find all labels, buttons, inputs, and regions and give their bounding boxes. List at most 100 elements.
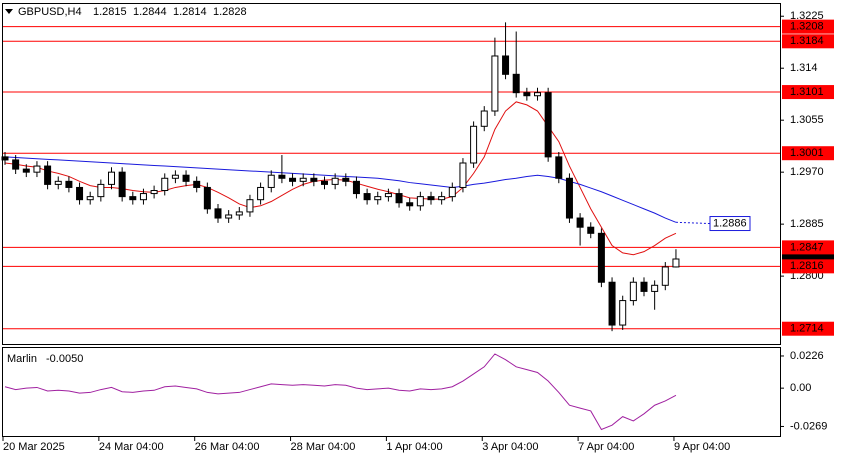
- candle-body: [54, 180, 62, 185]
- candle-body: [363, 193, 371, 201]
- y-tick-label: 1.2970: [790, 166, 824, 178]
- candle-body: [448, 186, 456, 198]
- candle-body: [118, 171, 126, 198]
- x-tick-label: 26 Mar 04:00: [195, 441, 260, 453]
- candle-body: [587, 226, 595, 234]
- candle-body: [512, 73, 520, 94]
- y-tick-label: 0.00: [790, 382, 811, 394]
- candle-body: [384, 193, 392, 198]
- level-tag: [782, 19, 834, 34]
- level-tag-label: 1.3208: [790, 21, 824, 33]
- symbol-label: GBPUSD,H4: [18, 6, 82, 18]
- projection-line: [675, 221, 711, 225]
- candle-body: [44, 165, 52, 185]
- candle-body: [139, 193, 147, 201]
- x-tick-label: 28 Mar 04:00: [291, 441, 356, 453]
- candle-body: [33, 165, 41, 173]
- candle-body: [76, 186, 84, 201]
- level-tag: [782, 240, 834, 255]
- indicator-value: -0.0050: [46, 353, 83, 365]
- candle-body: [406, 202, 414, 207]
- candle-body: [22, 168, 30, 173]
- candle-body: [193, 180, 201, 188]
- level-tag: [782, 85, 834, 100]
- candle-body: [534, 92, 541, 97]
- ohlc-label: 1.2844: [133, 6, 167, 18]
- candle-body: [65, 180, 73, 188]
- x-tick-label: 3 Apr 04:00: [482, 441, 538, 453]
- candle-body: [129, 196, 137, 201]
- candle-body: [331, 177, 339, 185]
- candle-body: [352, 180, 360, 195]
- projection-label: 1.2886: [713, 217, 747, 229]
- candle-body: [672, 258, 680, 268]
- level-tag: [782, 34, 834, 49]
- candle-body: [470, 125, 478, 164]
- candle-body: [565, 177, 573, 219]
- candle-body: [161, 177, 169, 192]
- candle-body: [246, 199, 254, 213]
- candle-body: [1, 156, 9, 161]
- candle-body: [438, 196, 446, 201]
- candle-body: [235, 211, 243, 216]
- level-tag-label: 1.2816: [790, 260, 824, 272]
- x-tick-label: 1 Apr 04:00: [386, 441, 442, 453]
- y-tick-label: 0.0226: [790, 350, 824, 362]
- projection-box: [709, 216, 751, 232]
- moving-average: [4, 101, 677, 256]
- candle-body: [374, 196, 382, 201]
- candle-body: [597, 232, 605, 283]
- candle-body: [608, 281, 616, 326]
- candle-body: [640, 281, 648, 292]
- candle-body: [310, 177, 318, 182]
- level-tag-label: 1.3101: [790, 86, 824, 98]
- candle-body: [651, 284, 659, 292]
- candle-body: [299, 177, 307, 182]
- candle-body: [459, 162, 467, 188]
- main-frame: [2, 3, 781, 345]
- candle-body: [502, 55, 510, 75]
- x-tick-label: 9 Apr 04:00: [674, 441, 730, 453]
- y-tick-label: 1.2885: [790, 218, 824, 230]
- candle-body: [171, 174, 179, 179]
- candle-body: [523, 92, 531, 97]
- candle-body: [427, 196, 435, 201]
- ohlc-label: 1.2815: [93, 6, 127, 18]
- ohlc-label: 1.2814: [173, 6, 207, 18]
- candle-body: [416, 196, 424, 207]
- candle-body: [544, 92, 552, 158]
- candle-body: [278, 174, 286, 179]
- candle-body: [267, 174, 275, 188]
- candle-body: [97, 183, 105, 198]
- candle-body: [108, 171, 115, 185]
- candle-body: [576, 217, 584, 228]
- candle-body: [491, 55, 499, 112]
- moving-average: [4, 156, 677, 223]
- candle-body: [555, 156, 563, 179]
- x-tick-label: 20 Mar 2025: [3, 441, 65, 453]
- y-tick-label: -0.0269: [790, 420, 827, 432]
- candle-body: [289, 177, 297, 182]
- level-tag: [782, 259, 834, 274]
- candle-body: [214, 208, 222, 219]
- candle-body: [182, 174, 190, 182]
- y-tick-label: 1.3225: [790, 10, 824, 22]
- sub-frame: [2, 347, 781, 437]
- menu-arrow[interactable]: [5, 9, 13, 14]
- y-tick-label: 1.3055: [790, 114, 824, 126]
- candle-body: [321, 180, 328, 185]
- level-tag-label: 1.3001: [790, 147, 824, 159]
- indicator-name: Marlin: [7, 353, 37, 365]
- level-tag: [782, 321, 834, 336]
- y-tick-label: 1.314: [790, 62, 818, 74]
- candle-body: [342, 177, 350, 182]
- candle-body: [480, 110, 488, 127]
- x-tick-label: 24 Mar 04:00: [99, 441, 164, 453]
- level-tag: [782, 146, 834, 161]
- candle-body: [257, 186, 265, 201]
- indicator-line: [4, 353, 677, 431]
- candle-body: [629, 281, 637, 302]
- candle-body: [86, 196, 94, 201]
